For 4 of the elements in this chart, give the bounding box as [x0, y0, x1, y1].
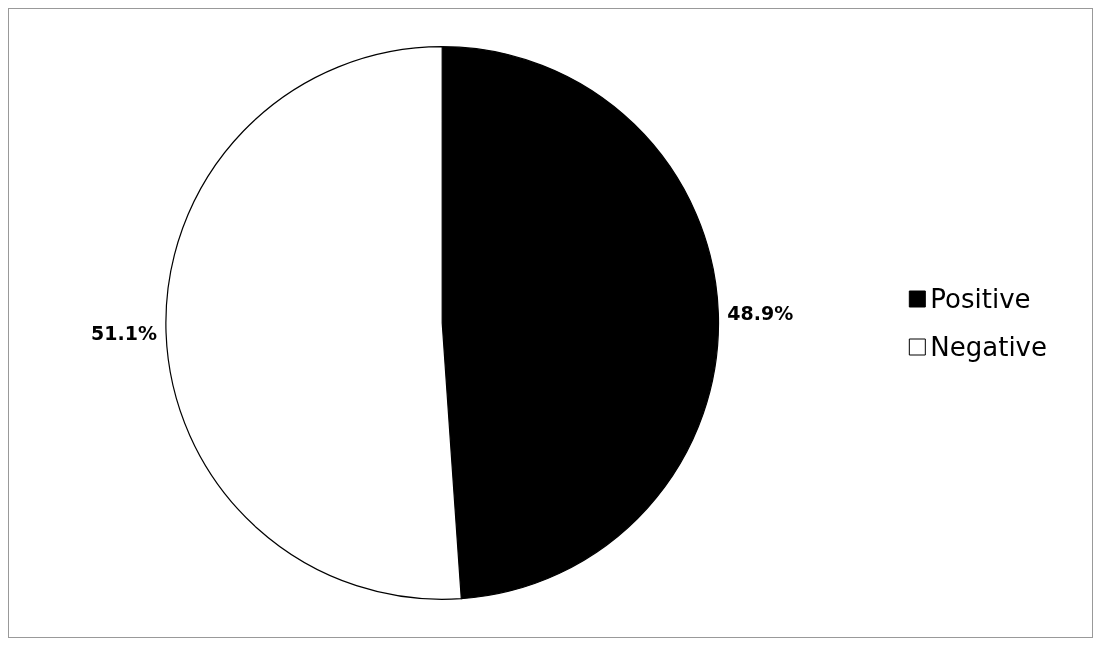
- legend-label: Negative: [930, 332, 1047, 362]
- data-label: 51.1%: [91, 321, 158, 344]
- data-label: 48.9%: [727, 302, 794, 325]
- legend-label: Positive: [930, 284, 1031, 314]
